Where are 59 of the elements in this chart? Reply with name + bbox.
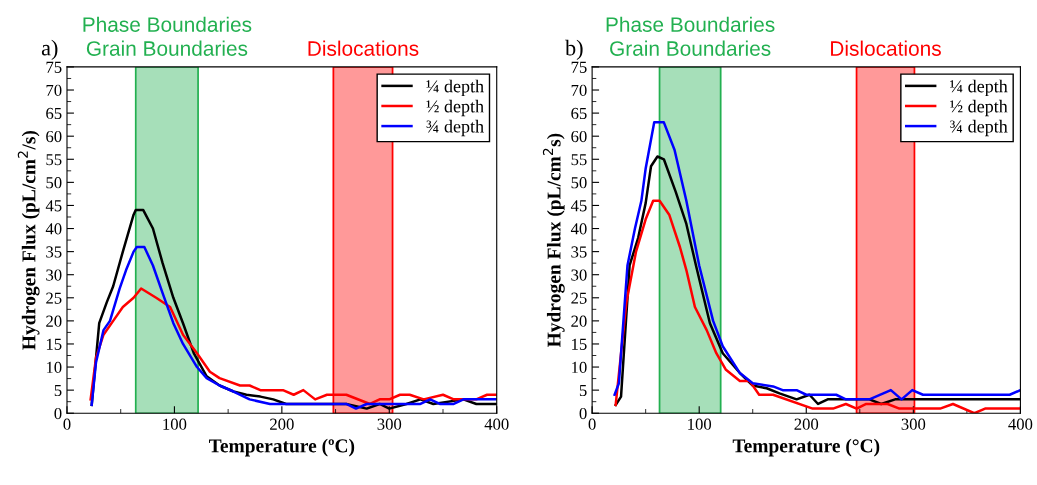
band-label: Phase Boundaries Grain Boundaries xyxy=(606,16,775,56)
chart-title: a) xyxy=(41,39,58,60)
legend-label: ¼ depth xyxy=(426,79,484,97)
x-tick-label: 400 xyxy=(1008,418,1033,430)
y-tick-label: 40 xyxy=(570,223,587,235)
x-tick-label: 100 xyxy=(688,418,712,430)
x-tick-label: 0 xyxy=(588,418,596,430)
x-tick-label: 200 xyxy=(270,418,294,430)
x-tick-label: 200 xyxy=(794,418,819,430)
x-tick-label: 300 xyxy=(901,418,926,430)
y-tick-label: 20 xyxy=(46,315,62,327)
legend-label: ¾ depth xyxy=(426,119,484,137)
band-label: Dislocations xyxy=(831,40,941,56)
y-tick-label: 60 xyxy=(571,130,587,143)
y-tick-label: 60 xyxy=(46,130,62,143)
y-tick-label: 55 xyxy=(46,154,62,166)
y-tick-label: 35 xyxy=(571,246,587,258)
y-tick-label: 30 xyxy=(46,269,62,281)
x-tick-label: 100 xyxy=(163,418,187,430)
y-tick-label: 50 xyxy=(46,177,62,189)
legend-label: ¾ depth xyxy=(950,119,1008,137)
y-tick-label: 5 xyxy=(579,385,587,397)
y-axis-title: Hydrogen Flux (pL/cm$^{2}$s) xyxy=(542,133,565,348)
y-tick-label: 25 xyxy=(46,292,62,304)
band-label: Dislocations xyxy=(308,40,419,56)
y-tick-label: 25 xyxy=(571,292,587,304)
x-tick-label: 300 xyxy=(377,418,402,430)
legend-label: ½ depth xyxy=(426,99,484,117)
y-tick-label: 10 xyxy=(572,361,587,373)
y-tick-label: 10 xyxy=(46,361,62,373)
line-series xyxy=(90,245,497,410)
y-axis-title: Hydrogen Flux (pL/cm$^{2}$/s) xyxy=(17,130,40,350)
y-tick-label: 70 xyxy=(571,84,587,96)
y-tick-label: 40 xyxy=(45,223,62,235)
x-tick-label: 400 xyxy=(484,418,509,430)
y-tick-label: 55 xyxy=(571,154,587,166)
y-tick-label: 15 xyxy=(572,338,587,350)
y-tick-label: 0 xyxy=(54,407,62,420)
y-tick-label: 20 xyxy=(571,315,587,327)
y-tick-label: 45 xyxy=(45,200,62,212)
y-tick-label: 75 xyxy=(46,61,62,73)
y-tick-label: 70 xyxy=(46,84,62,96)
y-tick-label: 45 xyxy=(570,200,587,212)
y-tick-label: 15 xyxy=(46,338,62,350)
y-tick-label: 75 xyxy=(571,61,587,73)
x-axis-title: Temperature (ºC) xyxy=(209,438,355,457)
band-label: Phase Boundaries Grain Boundaries xyxy=(83,16,252,56)
y-tick-label: 65 xyxy=(46,107,62,120)
y-tick-label: 50 xyxy=(571,177,587,189)
x-tick-label: 0 xyxy=(63,418,71,430)
chart-title: b) xyxy=(565,39,583,60)
x-axis-title: Temperature (°C) xyxy=(732,438,880,457)
y-tick-label: 5 xyxy=(54,385,62,397)
legend-label: ½ depth xyxy=(950,99,1008,117)
legend-label: ¼ depth xyxy=(950,79,1008,97)
y-tick-label: 30 xyxy=(571,269,587,281)
y-tick-label: 0 xyxy=(579,407,587,420)
y-tick-label: 35 xyxy=(46,246,62,258)
y-tick-label: 65 xyxy=(571,107,587,120)
